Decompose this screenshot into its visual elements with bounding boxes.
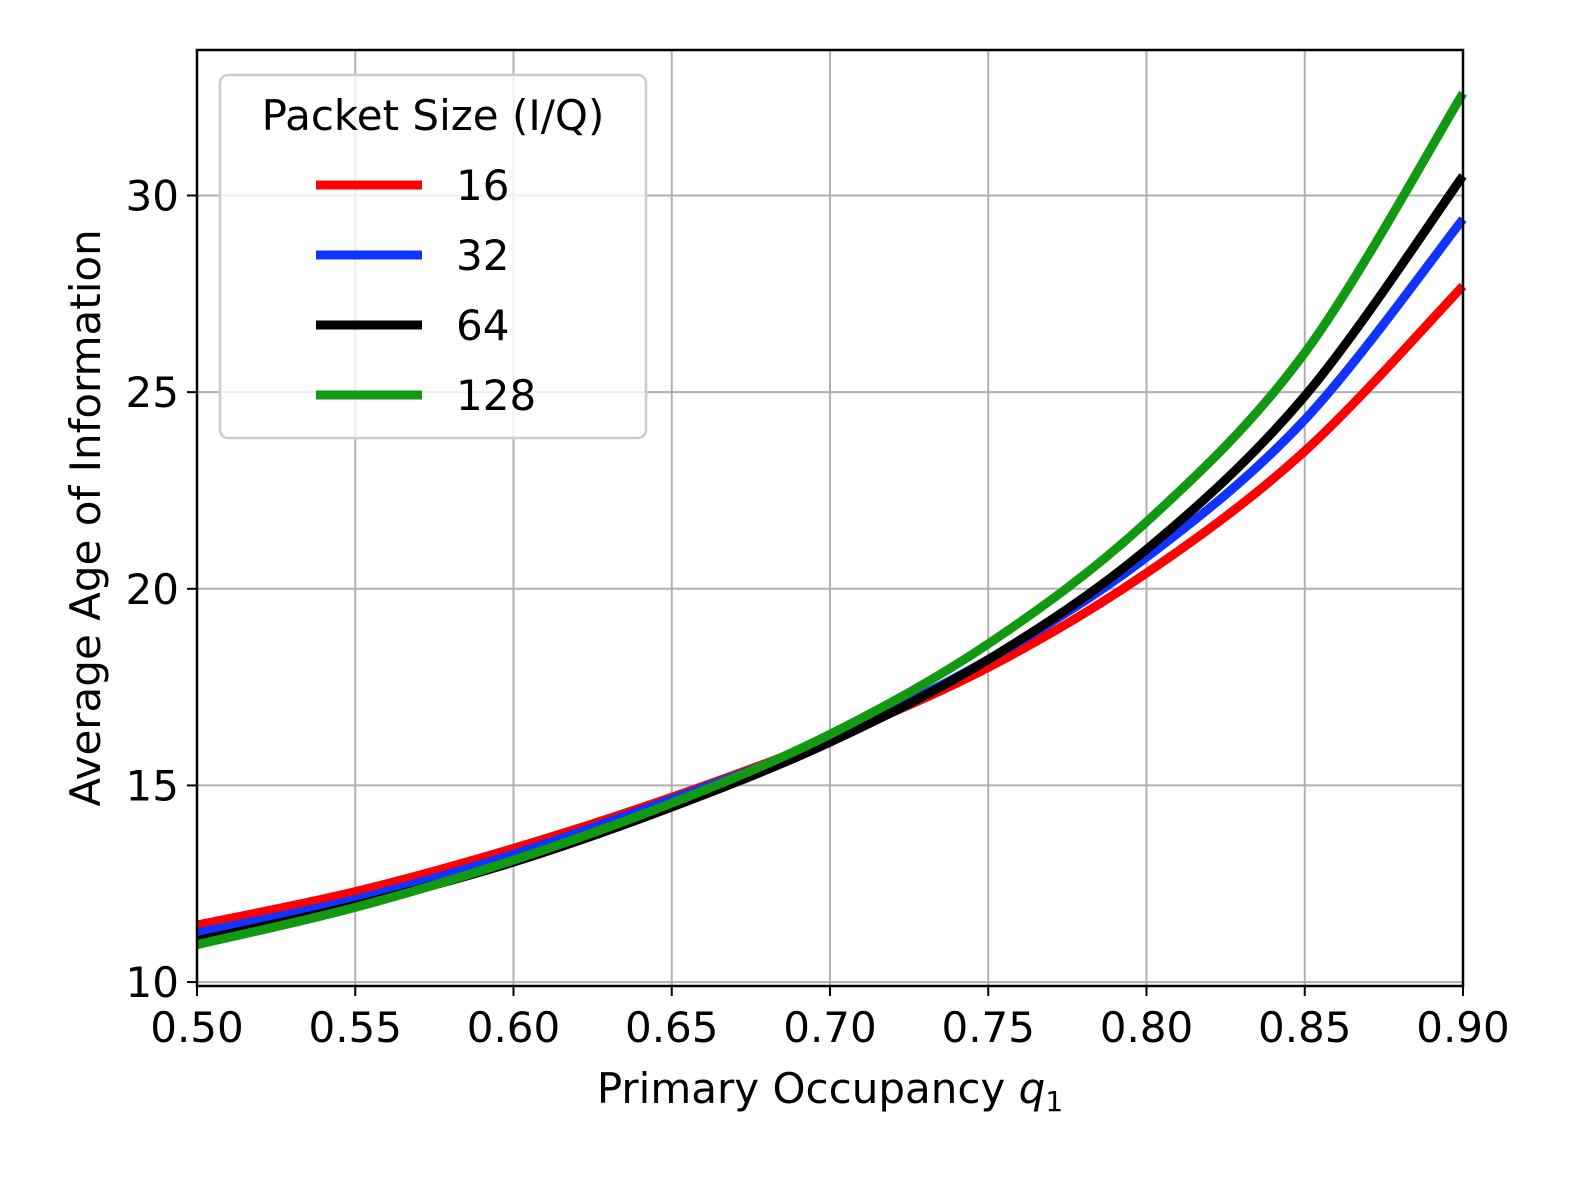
x-tick-label: 0.80 — [1100, 1003, 1194, 1052]
x-tick-label: 0.90 — [1416, 1003, 1510, 1052]
series-line-128 — [195, 90, 1467, 950]
series-lines — [195, 90, 1467, 950]
axis-ticks: 0.50 0.55 0.60 0.65 0.70 0.75 0.80 0.85 0.90 10 15… — [126, 172, 1510, 1052]
x-axis-label: Primary Occupancy q1 — [597, 1064, 1063, 1118]
y-tick-label: 10 — [126, 958, 179, 1007]
grid — [196, 50, 1464, 986]
legend-label-16: 16 — [456, 161, 509, 210]
x-tick-label: 0.55 — [308, 1003, 402, 1052]
x-tick-label: 0.75 — [941, 1003, 1035, 1052]
legend: Packet Size (I/Q) 16 32 64 128 — [218, 73, 648, 440]
y-tick-label: 30 — [126, 172, 179, 221]
x-tick-label: 0.65 — [625, 1003, 719, 1052]
x-tick-label: 0.70 — [783, 1003, 877, 1052]
x-tick-label: 0.85 — [1258, 1003, 1352, 1052]
legend-label-32: 32 — [456, 231, 509, 280]
legend-entries: 16 32 64 128 — [316, 161, 536, 420]
y-axis-label: Average Age of Information — [61, 229, 110, 806]
y-tick-label: 25 — [126, 368, 179, 417]
legend-title: Packet Size (I/Q) — [262, 91, 605, 140]
legend-label-64: 64 — [456, 301, 509, 350]
legend-box — [218, 73, 648, 440]
y-tick-label: 15 — [126, 761, 179, 810]
x-tick-label: 0.50 — [150, 1003, 244, 1052]
x-tick-label: 0.60 — [467, 1003, 561, 1052]
legend-label-128: 128 — [456, 371, 536, 420]
y-tick-label: 20 — [126, 565, 179, 614]
